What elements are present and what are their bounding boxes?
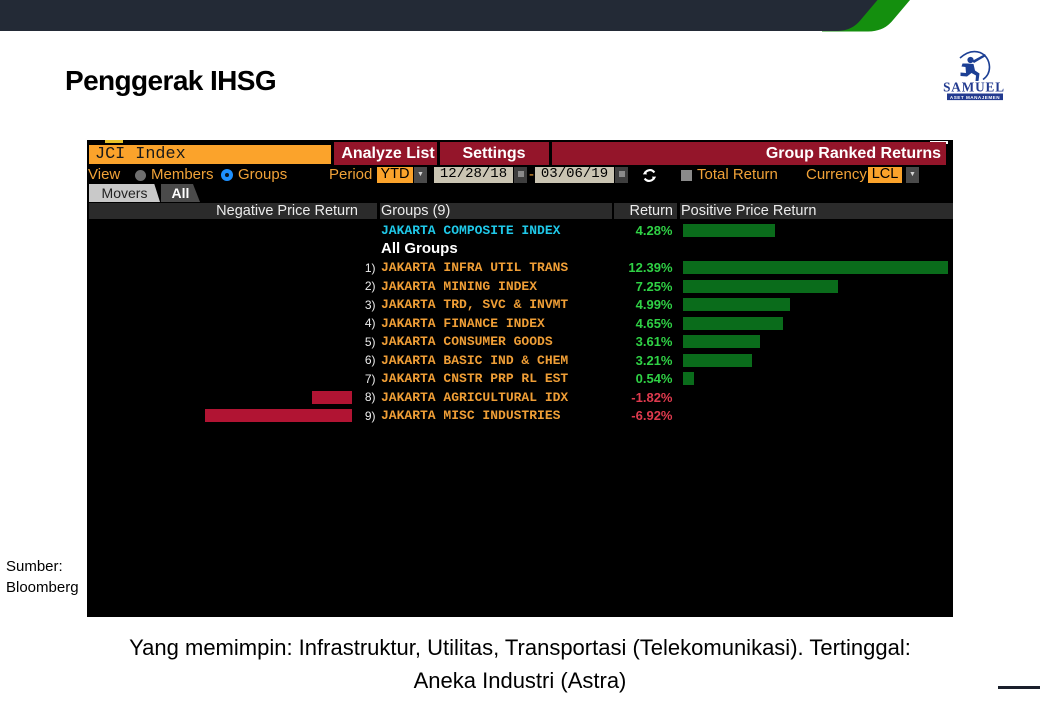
svg-text:ASET MANAJEMEN: ASET MANAJEMEN <box>950 95 1000 100</box>
svg-text:SAMUEL: SAMUEL <box>943 80 1005 95</box>
